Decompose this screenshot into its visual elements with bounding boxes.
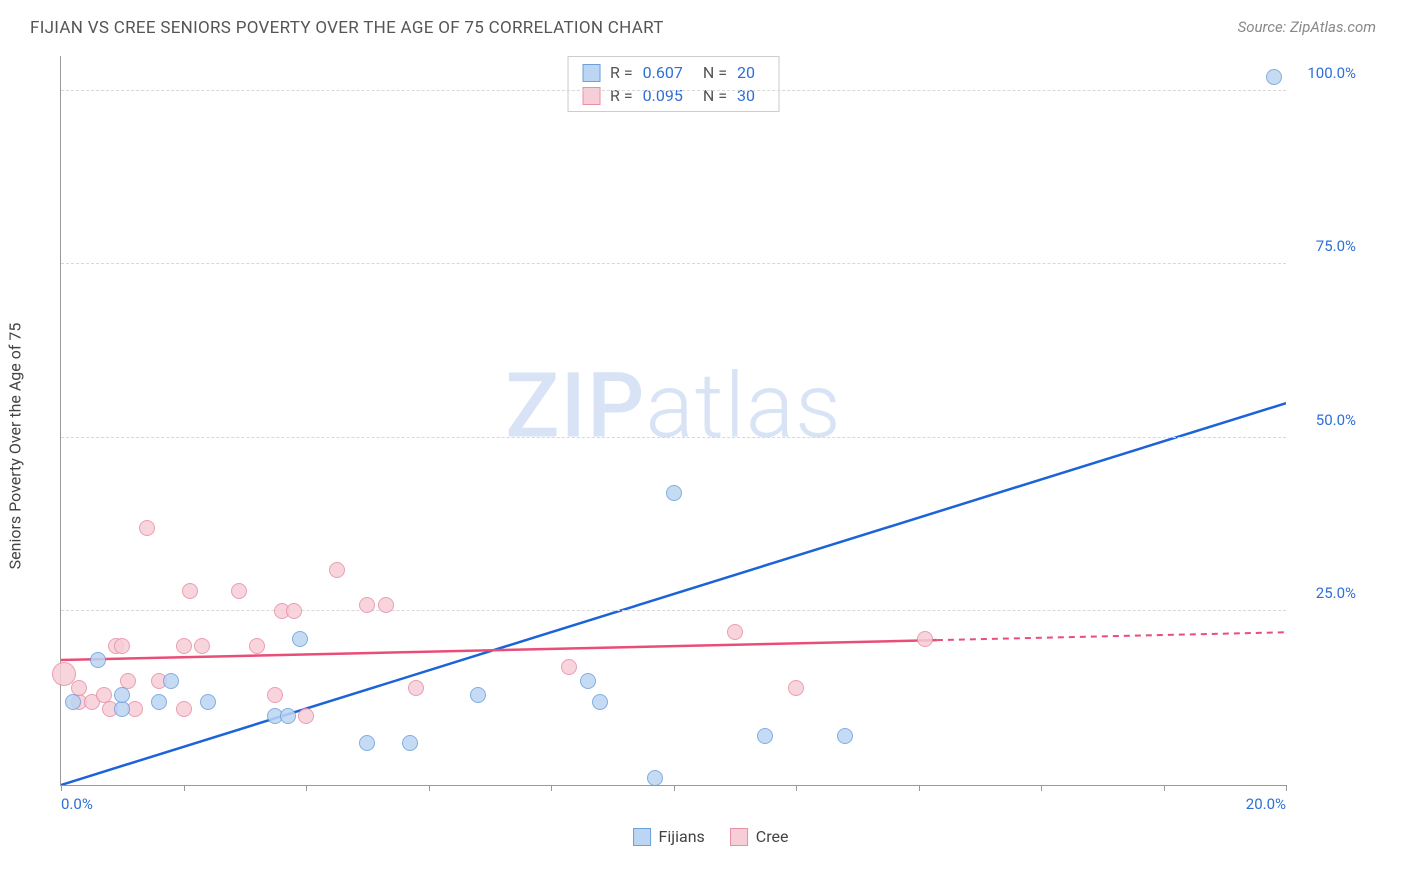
watermark: ZIPatlas [505,353,842,458]
data-point [788,680,804,696]
chart-header: FIJIAN VS CREE SENIORS POVERTY OVER THE … [0,0,1406,46]
data-point [90,652,106,668]
data-point [182,583,198,599]
legend-item: Fijians [633,827,705,846]
data-point [231,583,247,599]
legend-swatch [582,64,600,82]
data-point [727,624,743,640]
y-tick-label: 50.0% [1316,411,1356,429]
y-tick-label: 100.0% [1307,64,1356,82]
x-tick [184,785,185,791]
legend-swatch [730,828,748,846]
data-point [757,728,773,744]
plot-area: ZIPatlas R =0.607N =20R =0.095N =30 25.0… [60,56,1286,786]
data-point [280,708,296,724]
data-point [114,701,130,717]
data-point [561,659,577,675]
x-tick [61,785,62,791]
n-value: 20 [737,63,755,82]
gridline [61,610,1286,611]
data-point [580,673,596,689]
n-label: N = [703,63,727,82]
x-tick-label: 0.0% [61,795,93,813]
data-point [163,673,179,689]
data-point [176,701,192,717]
data-point [194,638,210,654]
data-point [837,728,853,744]
legend-label: Fijians [659,827,705,846]
chart-container: Seniors Poverty Over the Age of 75 ZIPat… [45,46,1376,846]
data-point [151,694,167,710]
x-tick [429,785,430,791]
data-point [329,562,345,578]
data-point [286,603,302,619]
y-axis-label: Seniors Poverty Over the Age of 75 [6,323,25,570]
data-point [200,694,216,710]
r-value: 0.607 [643,63,683,82]
x-tick [1041,785,1042,791]
data-point [359,597,375,613]
chart-title: FIJIAN VS CREE SENIORS POVERTY OVER THE … [30,18,664,38]
x-tick-label: 20.0% [1246,795,1286,813]
x-tick [1164,785,1165,791]
data-point [176,638,192,654]
x-tick [796,785,797,791]
x-tick [551,785,552,791]
data-point [647,770,663,786]
legend-label: Cree [756,827,789,846]
data-point [298,708,314,724]
series-legend: Fijians Cree [633,827,789,846]
data-point [592,694,608,710]
trend-lines [61,56,1286,785]
data-point [65,694,81,710]
source-attribution: Source: ZipAtlas.com [1238,18,1376,38]
data-point [114,687,130,703]
stats-legend: R = 0.607 N = 20 R =0.095N =30 [567,56,780,112]
data-point [917,631,933,647]
x-tick [306,785,307,791]
data-point [359,735,375,751]
x-tick [1286,785,1287,791]
stats-legend-row: R =0.095N =30 [568,84,779,107]
legend-item: Cree [730,827,789,846]
data-point [408,680,424,696]
data-point [292,631,308,647]
data-point [1266,69,1282,85]
y-tick-label: 75.0% [1316,237,1356,255]
gridline [61,263,1286,264]
gridline [61,90,1286,91]
legend-swatch [633,828,651,846]
data-point [470,687,486,703]
data-point [139,520,155,536]
data-point [114,638,130,654]
data-point [267,687,283,703]
gridline [61,437,1286,438]
data-point [249,638,265,654]
x-tick [674,785,675,791]
data-point [378,597,394,613]
x-tick [919,785,920,791]
data-point [402,735,418,751]
data-point [666,485,682,501]
y-tick-label: 25.0% [1316,584,1356,602]
r-label: R = [610,63,633,82]
stats-legend-row: R = 0.607 N = 20 [568,61,779,84]
